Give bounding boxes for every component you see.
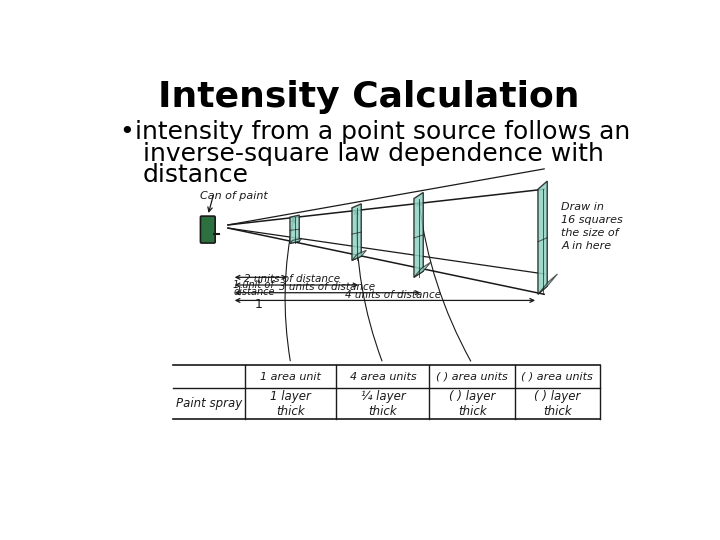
Text: 1 unit of: 1 unit of	[233, 280, 274, 289]
Text: 1: 1	[255, 298, 263, 311]
Text: •: •	[120, 120, 134, 144]
Polygon shape	[290, 238, 302, 244]
Text: 1 area unit: 1 area unit	[261, 372, 321, 382]
Text: 3 units of distance: 3 units of distance	[279, 282, 375, 292]
Text: inverse-square law dependence with: inverse-square law dependence with	[143, 142, 603, 166]
Text: 1 layer
thick: 1 layer thick	[270, 389, 311, 417]
Text: intensity from a point source follows an: intensity from a point source follows an	[135, 120, 630, 144]
Text: ( ) area units: ( ) area units	[436, 372, 508, 382]
Text: ¼ layer
thick: ¼ layer thick	[361, 389, 405, 417]
Text: distance: distance	[233, 287, 275, 298]
FancyBboxPatch shape	[200, 216, 215, 243]
Text: distance: distance	[143, 164, 248, 187]
Text: Paint spray: Paint spray	[176, 397, 242, 410]
Text: Can of paint: Can of paint	[200, 191, 268, 201]
Text: 2 units of distance: 2 units of distance	[244, 274, 340, 284]
Polygon shape	[414, 192, 423, 278]
Text: ( ) layer
thick: ( ) layer thick	[534, 389, 580, 417]
Polygon shape	[538, 274, 557, 294]
Text: Draw in
16 squares
the size of
A in here: Draw in 16 squares the size of A in here	[561, 202, 623, 251]
Polygon shape	[414, 262, 431, 278]
Polygon shape	[352, 250, 366, 260]
Text: ( ) area units: ( ) area units	[521, 372, 593, 382]
Polygon shape	[538, 181, 547, 294]
Polygon shape	[352, 204, 361, 260]
Text: 4 area units: 4 area units	[350, 372, 416, 382]
Text: Intensity Calculation: Intensity Calculation	[158, 80, 580, 114]
Polygon shape	[290, 215, 300, 244]
Text: ( ) layer
thick: ( ) layer thick	[449, 389, 495, 417]
Text: 4 units of distance: 4 units of distance	[345, 289, 441, 300]
